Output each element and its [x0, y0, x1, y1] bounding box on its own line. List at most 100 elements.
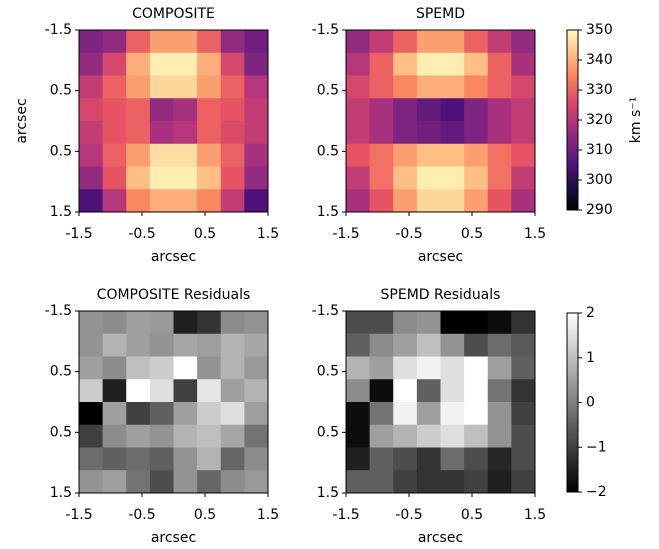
y-tick-label: 0.5 — [50, 364, 72, 380]
panel-title: SPEMD — [416, 6, 465, 22]
heatmap-cell — [126, 402, 151, 426]
heatmap-cell — [197, 98, 222, 122]
heatmap-cell — [220, 402, 245, 426]
x-axis-label: arcsec — [418, 530, 463, 546]
colorbar-tick-label: 340 — [586, 52, 613, 68]
heatmap-cell — [346, 166, 371, 190]
heatmap-cell — [487, 189, 512, 213]
heatmap-cell — [369, 75, 394, 99]
plot-frame — [78, 29, 269, 213]
heatmap-cell — [220, 356, 245, 380]
panel-title: COMPOSITE — [132, 6, 215, 22]
heatmap-cell — [149, 98, 174, 122]
heatmap-cell — [173, 333, 198, 357]
heatmap-cell — [244, 52, 269, 76]
heatmap-cell — [220, 424, 245, 448]
heatmap-cell — [346, 356, 371, 380]
x-tick-label: 0.5 — [194, 507, 216, 523]
heatmap-cell — [244, 30, 269, 54]
heatmap-cell — [197, 30, 222, 54]
heatmap-cell — [393, 166, 418, 190]
heatmap-cell — [416, 447, 441, 471]
y-tick-label: -1.5 — [312, 303, 339, 319]
heatmap-cell — [173, 470, 198, 494]
heatmap-cell — [393, 98, 418, 122]
heatmap-cell — [197, 311, 222, 335]
heatmap-cell — [511, 121, 536, 145]
heatmap-cell — [511, 379, 536, 403]
heatmap-cell — [173, 121, 198, 145]
heatmap-cell — [416, 98, 441, 122]
heatmap-cell — [393, 189, 418, 213]
x-tick-label: -0.5 — [128, 507, 155, 523]
heatmap-cell — [197, 333, 222, 357]
heatmap-cell — [464, 52, 489, 76]
heatmap-cell — [126, 379, 151, 403]
heatmap-cell — [102, 402, 127, 426]
heatmap-cell — [102, 166, 127, 190]
heatmap-cell — [511, 424, 536, 448]
heatmap-cell — [440, 470, 465, 494]
heatmap-cell — [102, 143, 127, 167]
heatmap-cell — [487, 52, 512, 76]
y-tick-label: 0.5 — [317, 364, 339, 380]
heatmap-cell — [440, 311, 465, 335]
heatmap-cell — [244, 447, 269, 471]
heatmap-cell — [511, 52, 536, 76]
heatmap-cell — [149, 121, 174, 145]
heatmap-cell — [79, 356, 104, 380]
heatmap-cell — [220, 121, 245, 145]
heatmap-cell — [173, 356, 198, 380]
heatmap-cell — [102, 75, 127, 99]
heatmap-cell — [440, 356, 465, 380]
heatmap-cell — [102, 52, 127, 76]
heatmap-cell — [464, 424, 489, 448]
heatmap-cell — [197, 447, 222, 471]
heatmap-cell — [416, 311, 441, 335]
y-tick-label: -1.5 — [45, 303, 72, 319]
heatmap-cell — [126, 470, 151, 494]
heatmap-cell — [244, 143, 269, 167]
heatmap-cell — [393, 379, 418, 403]
heatmap-cell — [79, 424, 104, 448]
heatmap-cell — [511, 30, 536, 54]
heatmap-cell — [149, 143, 174, 167]
heatmap-cell — [149, 166, 174, 190]
heatmap-cell — [79, 189, 104, 213]
y-tick-label: 0.5 — [50, 83, 72, 99]
heatmap-cell — [79, 311, 104, 335]
heatmap-cell — [369, 143, 394, 167]
heatmap-cell — [126, 30, 151, 54]
colorbar-tick-label: 300 — [586, 172, 613, 188]
heatmap-cell — [102, 98, 127, 122]
x-tick-label: 0.5 — [461, 226, 483, 242]
heatmap-cell — [416, 30, 441, 54]
heatmap-cell — [487, 402, 512, 426]
y-tick-label: -1.5 — [45, 22, 72, 38]
heatmap-cell — [369, 379, 394, 403]
heatmap-cell — [244, 189, 269, 213]
x-tick-label: -1.5 — [65, 226, 92, 242]
heatmap-cell — [393, 356, 418, 380]
heatmap-cell — [346, 424, 371, 448]
heatmap-cell — [440, 121, 465, 145]
heatmap-cell — [102, 470, 127, 494]
y-tick-label: 1.5 — [317, 485, 339, 501]
heatmap-cell — [173, 447, 198, 471]
heatmap-cell — [126, 356, 151, 380]
heatmap-cell — [173, 30, 198, 54]
heatmap-cell — [487, 30, 512, 54]
heatmap-cell — [220, 52, 245, 76]
heatmap-cell — [173, 52, 198, 76]
heatmap-cell — [173, 379, 198, 403]
heatmap-cell — [79, 75, 104, 99]
y-tick-label: 0.5 — [50, 143, 72, 159]
x-tick-label: -0.5 — [395, 226, 422, 242]
heatmap-cell — [346, 402, 371, 426]
heatmap-cell — [149, 30, 174, 54]
y-tick-label: 0.5 — [317, 424, 339, 440]
heatmap-cell — [511, 75, 536, 99]
heatmap-cell — [220, 166, 245, 190]
heatmap-cell — [220, 143, 245, 167]
heatmap-cell — [511, 311, 536, 335]
